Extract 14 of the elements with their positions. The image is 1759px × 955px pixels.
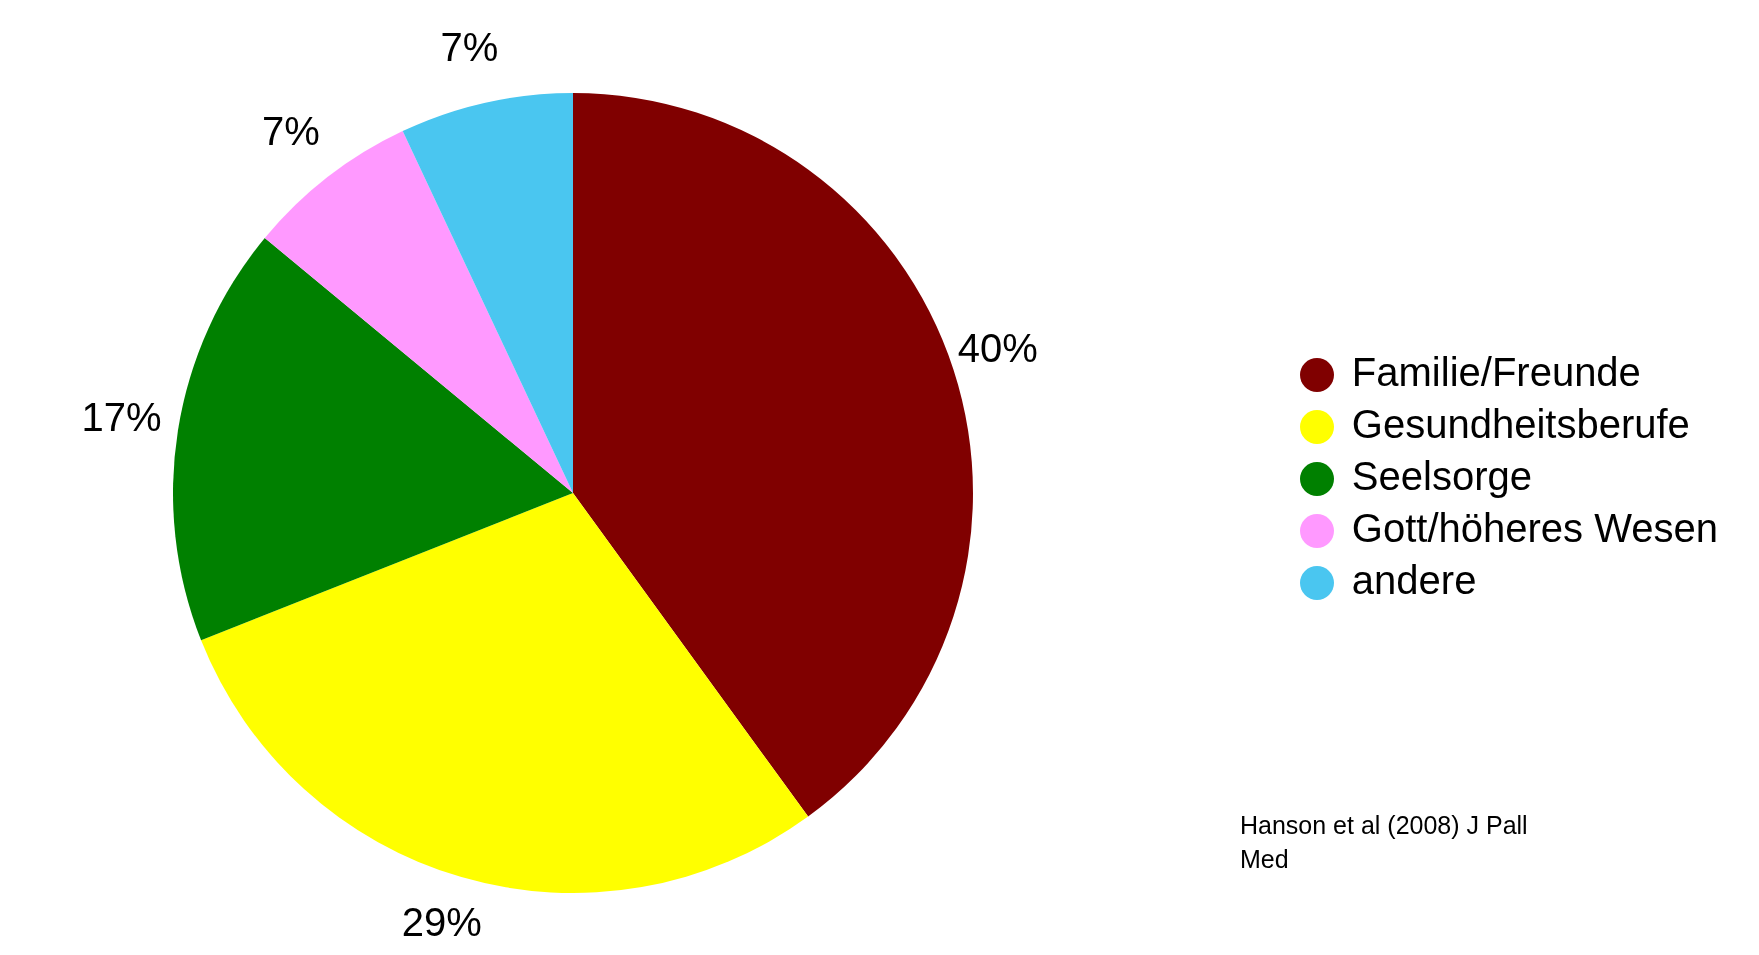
text: Hanson et al (2008) J Pall Med xyxy=(1240,810,1529,875)
legend-label: Familie/Freunde xyxy=(1351,349,1641,394)
legend-label: Gesundheitsberufe xyxy=(1351,401,1690,446)
data-label: 29% xyxy=(401,900,482,945)
data-label: 40% xyxy=(957,326,1038,371)
pie-slice xyxy=(201,493,809,893)
legend-label: andere xyxy=(1351,557,1477,602)
legend-label: Seelsorge xyxy=(1351,453,1532,498)
data-label: 7% xyxy=(262,108,320,153)
data-label: 7% xyxy=(440,24,499,69)
pie-slice xyxy=(402,93,573,493)
data-label: 17% xyxy=(81,395,162,440)
legend-label: Gott/höheres Wesen xyxy=(1351,505,1718,550)
pie-slice xyxy=(173,238,573,641)
